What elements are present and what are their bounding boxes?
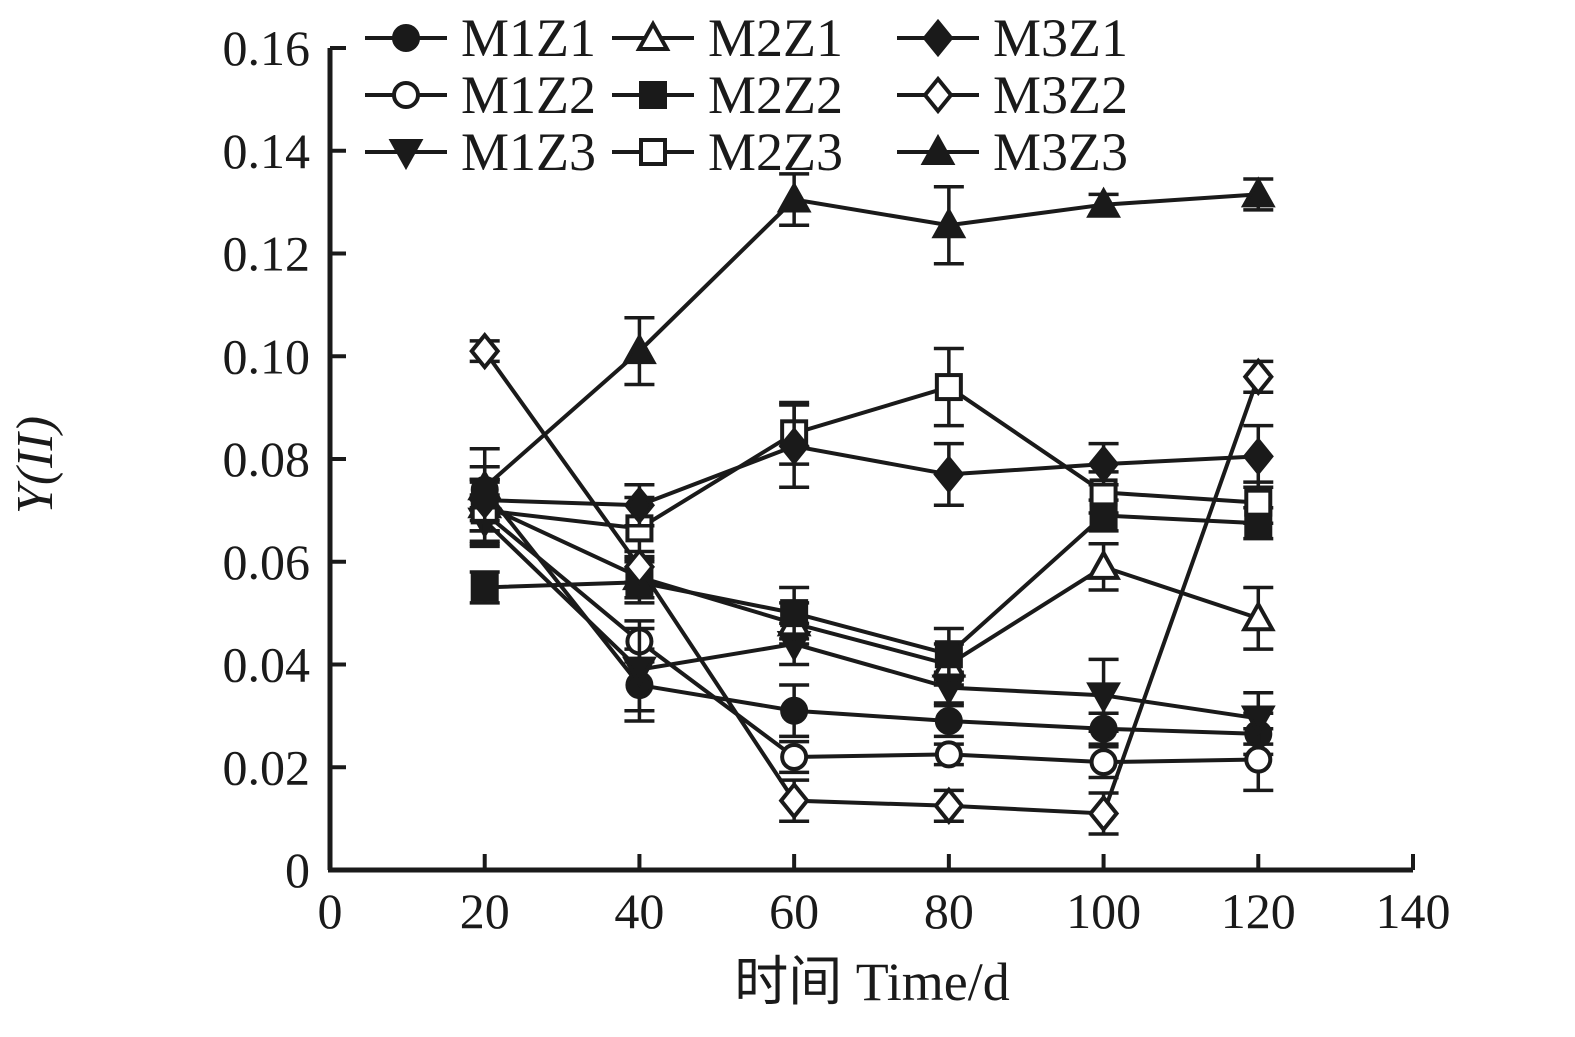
legend-item-M2Z3: M2Z3 [612,122,843,182]
x-axis-title: 时间 Time/d [734,952,1010,1012]
x-tick-label: 140 [1376,883,1451,939]
legend-item-M1Z2: M1Z2 [365,65,596,125]
legend-label: M1Z1 [461,8,596,68]
x-tick-label: 80 [924,883,974,939]
series-M3Z2 [469,331,1274,836]
x-tick-label: 100 [1066,883,1141,939]
x-tick-label: 120 [1221,883,1296,939]
legend-item-M1Z3: M1Z3 [365,122,596,182]
x-tick-label: 0 [318,883,343,939]
legend-item-M3Z2: M3Z2 [897,65,1128,125]
legend-label: M1Z3 [461,122,596,182]
y-tick-label: 0.12 [223,226,311,282]
legend-label: M1Z2 [461,65,596,125]
y-axis-ticks: 0 0.02 0.04 0.06 0.08 0.10 0.12 0.14 0.16 [223,20,346,898]
legend-item-M3Z1: M3Z1 [897,8,1128,68]
legend-label: M2Z2 [708,65,843,125]
legend-label: M2Z1 [708,8,843,68]
legend-item-M1Z1: M1Z1 [365,8,596,68]
legend-label: M2Z3 [708,122,843,182]
series-M1Z2 [469,480,1274,793]
series-M3Z1 [469,403,1274,528]
series-M1Z3 [467,493,1276,746]
legend-label: M3Z2 [993,65,1128,125]
series-M2Z2 [469,498,1274,682]
y-tick-label: 0.10 [223,328,311,384]
y-tick-label: 0.16 [223,20,311,76]
y-tick-label: 0.14 [223,123,311,179]
x-tick-label: 40 [614,883,664,939]
y-tick-label: 0.08 [223,431,311,487]
legend-item-M2Z1: M2Z1 [612,8,843,68]
legend-label: M3Z3 [993,122,1128,182]
legend-item-M3Z3: M3Z3 [897,122,1128,182]
y-tick-label: 0.04 [223,637,311,693]
x-axis-ticks: 0 20 40 60 80 100 120 140 [318,854,1451,939]
legend-label: M3Z1 [993,8,1128,68]
series-M2Z3 [469,346,1274,561]
x-tick-label: 20 [460,883,510,939]
plot-area: 0 20 40 60 80 100 120 14000.020.040.060.080.100… [223,20,1451,939]
y-tick-label: 0 [285,842,310,898]
x-tick-label: 60 [769,883,819,939]
y-tick-label: 0.02 [223,739,311,795]
series-M3Z3 [467,172,1276,510]
y-axis-title: Y(II) [7,416,64,514]
legend-item-M2Z2: M2Z2 [612,65,843,125]
y-tick-label: 0.06 [223,534,311,590]
